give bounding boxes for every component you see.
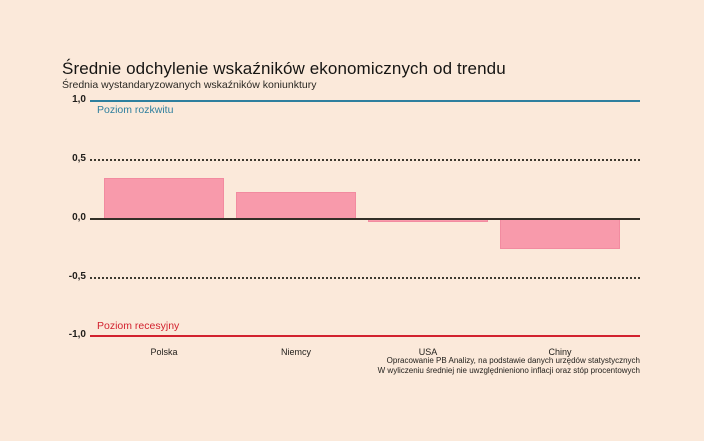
reference-line--1_0 xyxy=(90,335,640,338)
source-note-line-1: Opracowanie PB Analizy, na podstawie dan… xyxy=(386,356,640,365)
bar-niemcy xyxy=(236,191,356,219)
reference-line-0_5 xyxy=(90,159,640,162)
y-tick-label-1_0: 1,0 xyxy=(72,94,86,106)
recession-level-label: Poziom recesyjny xyxy=(97,320,180,333)
category-label-polska: Polska xyxy=(150,347,178,357)
reference-line-1_0 xyxy=(90,100,640,103)
y-tick-label-0_5: 0,5 xyxy=(72,153,86,165)
y-tick-label--1_0: -1,0 xyxy=(68,329,86,341)
bar-chiny xyxy=(500,218,620,250)
source-note-line-2: W wyliczeniu średniej nie uwzględnienion… xyxy=(377,366,640,375)
reference-line-0_0 xyxy=(90,217,640,220)
y-tick-label--0_5: -0,5 xyxy=(68,270,86,282)
source-note: Opracowanie PB Analizy, na podstawie dan… xyxy=(378,356,640,376)
bar-polska xyxy=(104,177,224,219)
reference-line--0_5 xyxy=(90,276,640,279)
category-label-usa: USA xyxy=(418,347,438,357)
category-label-niemcy: Niemcy xyxy=(280,347,311,357)
y-tick-label-0_0: 0,0 xyxy=(72,211,86,223)
growth-level-label: Poziom rozkwitu xyxy=(97,104,174,117)
category-label-chiny: Chiny xyxy=(548,347,572,357)
chart-title: Średnie odchylenie wskaźników ekonomiczn… xyxy=(62,59,506,78)
chart-subtitle: Średnia wystandaryzowanych wskaźników ko… xyxy=(62,79,317,91)
bar-usa xyxy=(368,218,488,223)
